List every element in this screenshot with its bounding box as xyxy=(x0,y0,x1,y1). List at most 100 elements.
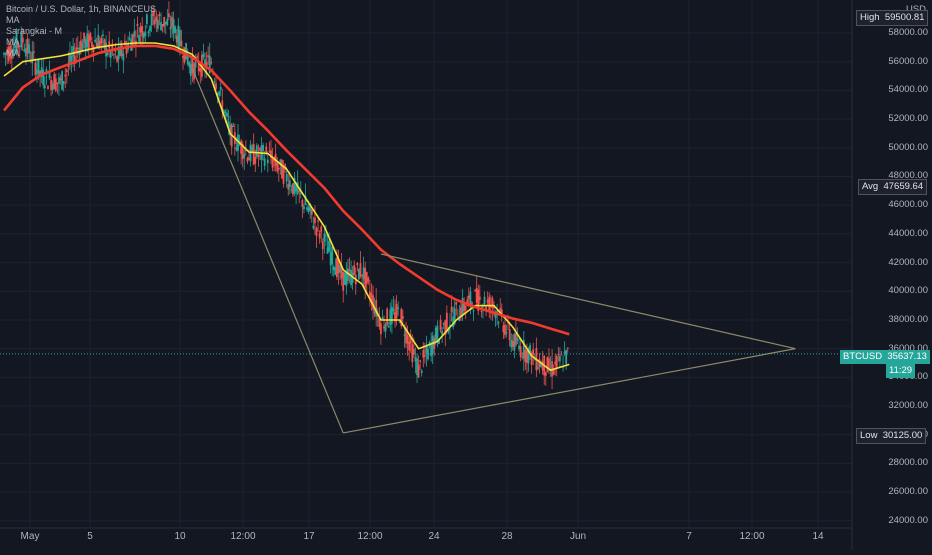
candle-body xyxy=(128,37,131,40)
candle-body xyxy=(317,220,319,222)
candle-body xyxy=(445,312,448,332)
candle-body xyxy=(111,43,114,52)
candle-body xyxy=(219,87,222,90)
symbol-title[interactable]: Bitcoin / U.S. Dollar, 1h, BINANCEUS xyxy=(6,4,157,14)
candle-body xyxy=(61,71,64,90)
candle-body xyxy=(43,85,46,89)
candle-body xyxy=(359,263,362,277)
candle-body xyxy=(265,146,268,154)
candle-body xyxy=(504,324,506,336)
candle-body xyxy=(290,189,293,191)
y-tick-label: 26000.00 xyxy=(888,486,928,498)
candle-body xyxy=(494,312,497,319)
candle-body xyxy=(329,252,332,266)
candle-body xyxy=(263,158,266,166)
candle-body xyxy=(270,150,272,159)
candle-body xyxy=(160,22,162,31)
candle-body xyxy=(422,350,425,358)
candle-body xyxy=(565,349,568,364)
candle-body xyxy=(337,259,340,274)
candle-body xyxy=(17,42,20,48)
indicator-ma-2[interactable]: MA xyxy=(6,37,20,47)
candle-body xyxy=(340,265,343,279)
candle-body xyxy=(389,309,392,325)
y-tick-label: 46000.00 xyxy=(888,199,928,211)
candle-body xyxy=(15,33,18,53)
candle-body xyxy=(348,269,351,271)
candle-body xyxy=(537,367,539,369)
candle-body xyxy=(69,53,71,65)
candle-body xyxy=(522,340,525,359)
candle-body xyxy=(94,39,96,42)
x-tick-label: 10 xyxy=(174,531,186,542)
candle-body xyxy=(551,361,553,377)
candle-body xyxy=(306,207,308,211)
candle-body xyxy=(7,47,10,61)
candle-body xyxy=(240,140,243,154)
candle-body xyxy=(310,209,313,215)
candle-body xyxy=(307,207,310,212)
candle-body xyxy=(255,145,258,157)
candle-body xyxy=(474,290,477,292)
candle-body xyxy=(406,334,409,344)
candle-body xyxy=(81,43,84,51)
candle-body xyxy=(544,372,547,376)
candle-body xyxy=(368,291,371,298)
candle-body xyxy=(259,148,261,151)
candle-body xyxy=(453,308,456,325)
candle-body xyxy=(485,306,488,310)
y-tick-label: 44000.00 xyxy=(888,227,928,239)
candle-body xyxy=(464,305,467,311)
candle-body xyxy=(497,322,500,324)
indicator-ma-3[interactable]: MA xyxy=(6,48,20,58)
candle-body xyxy=(367,278,370,282)
candle-body xyxy=(152,10,155,16)
candle-body xyxy=(254,156,257,164)
candle-body xyxy=(6,50,9,55)
candle-body xyxy=(416,358,418,375)
candle-body xyxy=(169,27,172,30)
candle-body xyxy=(331,246,334,265)
x-tick-label: 7 xyxy=(686,531,692,542)
indicator-ma-1[interactable]: MA xyxy=(6,15,20,25)
candle-body xyxy=(480,310,483,312)
candle-body xyxy=(95,42,98,47)
candle-body xyxy=(40,67,43,78)
candle-body xyxy=(189,63,192,77)
candle-body xyxy=(499,308,502,313)
candle-body xyxy=(332,266,335,271)
candle-body xyxy=(362,267,365,280)
candle-body xyxy=(450,306,453,313)
candle-body xyxy=(222,109,225,116)
candle-body xyxy=(116,56,118,62)
candle-body xyxy=(28,44,31,54)
candle-body xyxy=(76,47,79,49)
candle-body xyxy=(477,289,480,312)
candle-body xyxy=(483,296,486,304)
candle-body xyxy=(144,31,147,37)
candle-body xyxy=(428,341,431,345)
candle-body xyxy=(373,307,376,314)
candle-body xyxy=(25,48,27,57)
candle-body xyxy=(513,333,516,351)
candle-body xyxy=(463,301,466,312)
candle-body xyxy=(207,55,210,58)
y-tick-label: 42000.00 xyxy=(888,256,928,268)
candle-body xyxy=(519,346,522,357)
candle-body xyxy=(36,69,38,74)
x-tick-label: 14 xyxy=(812,531,824,542)
symbol-label: BTCUSD xyxy=(843,351,883,362)
candle-body xyxy=(529,344,531,353)
candle-body xyxy=(358,269,360,280)
candle-body xyxy=(178,29,181,47)
indicator-sarangkai[interactable]: Sarangkai - M xyxy=(6,26,63,36)
candle-body xyxy=(321,241,324,250)
candle-body xyxy=(364,267,367,288)
candle-body xyxy=(326,247,329,254)
candle-body xyxy=(186,56,189,65)
candle-body xyxy=(194,61,197,68)
candle-body xyxy=(557,353,560,355)
candle-body xyxy=(246,157,249,162)
